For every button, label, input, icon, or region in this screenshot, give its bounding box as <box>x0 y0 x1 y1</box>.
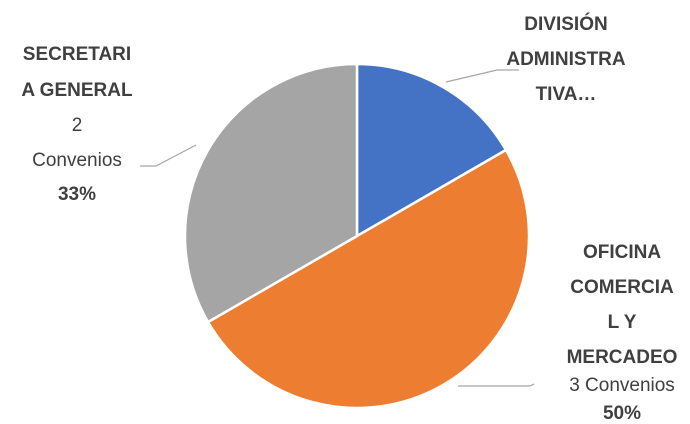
slice-label-name-line: A GENERAL <box>21 80 133 101</box>
slice-label-name-line: ADMINISTRA <box>506 49 626 70</box>
pie-slice-secretaria-general <box>183 62 359 324</box>
slice-label-name-line: MERCADEO <box>567 347 678 368</box>
pie-slice-division-administrativa <box>355 62 508 238</box>
slice-label-count: 3 Convenios <box>569 375 675 396</box>
pie-slice-oficina-comercial <box>206 148 531 409</box>
pie-slices <box>183 62 531 409</box>
slice-label-percent: 33% <box>58 184 96 205</box>
slice-label-percent: 50% <box>603 403 641 424</box>
leader-lines <box>140 69 535 387</box>
slice-label-name-line: COMERCIA <box>570 277 674 298</box>
slice-label-name-line: DIVISIÓN <box>524 13 607 35</box>
slice-label-name-line: L Y <box>608 312 637 333</box>
slice-label-count: Convenios <box>32 150 122 171</box>
label-division-administrativa: DIVISIÓN ADMINISTRA TIVA… <box>506 13 626 105</box>
leader-line-oficina-comercial <box>458 383 535 387</box>
slice-label-name-line: SECRETARI <box>23 44 131 65</box>
slice-label-name-line: TIVA… <box>536 84 597 105</box>
slice-label-name-line: OFICINA <box>583 242 661 263</box>
label-oficina-comercial: OFICINA COMERCIA L Y MERCADEO 3 Convenio… <box>567 242 678 424</box>
slice-label-count: 2 <box>72 115 83 136</box>
label-secretaria-general: SECRETARI A GENERAL 2 Convenios 33% <box>21 44 133 205</box>
leader-line-division-administrativa <box>445 69 519 83</box>
leader-line-secretaria-general <box>140 144 197 167</box>
